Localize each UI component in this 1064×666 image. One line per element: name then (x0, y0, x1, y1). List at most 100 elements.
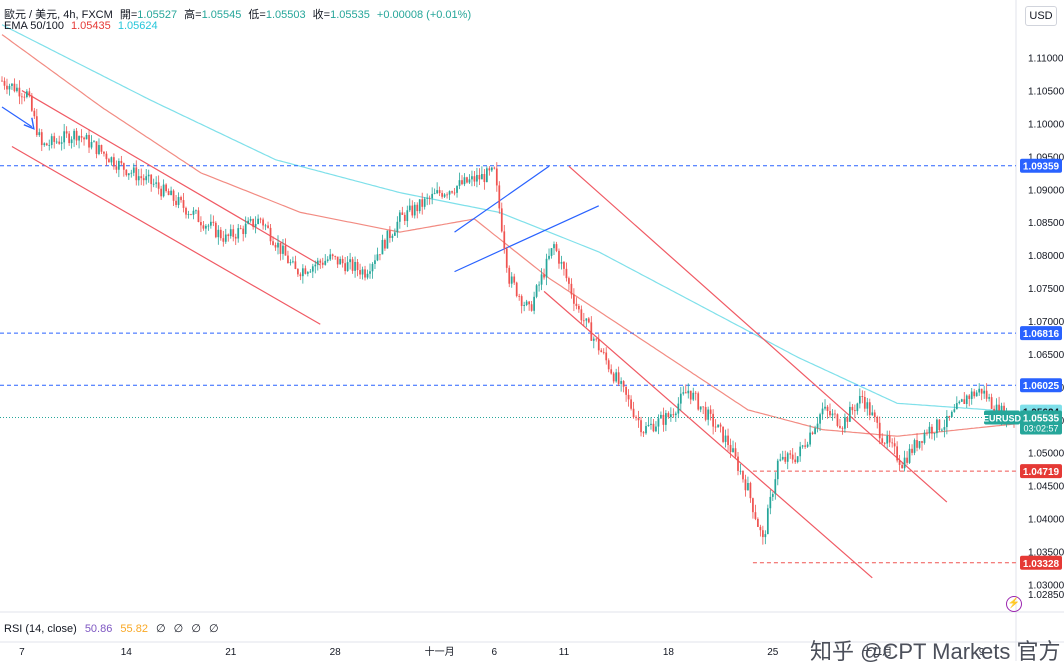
candle-body (122, 163, 125, 170)
candle-body (931, 426, 933, 434)
candle-body (346, 262, 349, 272)
candle-body (446, 194, 448, 196)
candle-body (988, 397, 991, 399)
candle-body (570, 283, 573, 295)
trendline[interactable] (454, 205, 600, 273)
trendline[interactable] (454, 165, 550, 233)
candle-body (175, 200, 177, 205)
candle-body (232, 229, 235, 237)
candle-body (622, 381, 625, 387)
candle-body (391, 235, 394, 238)
candle-body (224, 234, 227, 242)
candle-body (759, 526, 762, 531)
level-tag-text: 1.03328 (1023, 559, 1060, 570)
currency-button[interactable]: USD (1025, 6, 1057, 26)
candle-body (587, 318, 590, 323)
candle-body (682, 392, 685, 394)
candle-body (406, 210, 409, 222)
time-axis[interactable]: 7 14 21 28 十一月 6 11 18 25 十二月 9 (19, 645, 985, 658)
candle-body (277, 242, 279, 248)
candle-body (105, 153, 108, 160)
candle-body (500, 208, 503, 232)
candle-body (555, 244, 558, 251)
candle-body (448, 191, 451, 195)
candle-body (605, 352, 608, 361)
candle-body (359, 270, 361, 275)
candle-body (642, 432, 645, 434)
candle-body (78, 136, 80, 141)
trendline[interactable] (11, 146, 321, 325)
ema-label[interactable]: EMA 50/100 (4, 20, 64, 32)
candle-body (214, 222, 217, 238)
rsi-label[interactable]: RSI (14, close) (4, 623, 77, 635)
symbol-tag (984, 410, 1020, 425)
candle-body (573, 294, 575, 304)
candle-body (120, 160, 123, 164)
candle-body (83, 137, 85, 140)
candle-body (590, 322, 593, 341)
candle-body (58, 141, 61, 144)
candle-body (379, 254, 381, 256)
candle-body (819, 414, 821, 424)
candle-body (990, 397, 993, 409)
candle-body (615, 372, 618, 382)
candle-body (165, 184, 167, 191)
candle-body (975, 392, 978, 397)
horizontal-levels (0, 165, 1016, 564)
trendline[interactable] (568, 165, 948, 503)
candle-body (625, 386, 627, 395)
candle-body (719, 424, 722, 427)
candle-body (374, 260, 376, 264)
candle-body (289, 262, 292, 264)
candlesticks (1, 76, 1015, 545)
rsi-extra-3: ∅ (191, 623, 201, 635)
candle-body (662, 414, 665, 425)
candle-body (55, 141, 58, 143)
trendline[interactable] (543, 290, 873, 579)
candle-body (729, 444, 732, 453)
candle-body (488, 168, 491, 171)
candle-body (85, 134, 88, 140)
candle-body (732, 448, 734, 453)
candle-body (677, 403, 680, 414)
candle-body (389, 230, 391, 238)
symbol-name[interactable]: 歐元 / 美元, 4h, FXCM (4, 9, 113, 21)
candle-body (985, 390, 988, 399)
candle-body (80, 136, 83, 138)
candle-body (918, 441, 921, 448)
candle-body (876, 417, 879, 423)
x-tick-label: 十二月 (862, 645, 892, 658)
candle-body (645, 426, 647, 434)
level-tag (1020, 158, 1062, 173)
candle-body (428, 197, 431, 199)
candle-body (229, 229, 232, 237)
candle-body (970, 391, 973, 399)
candle-body (242, 228, 245, 235)
candle-body (219, 229, 222, 239)
candle-body (259, 218, 262, 220)
level-tag-text: 1.06816 (1023, 329, 1060, 340)
candle-body (202, 225, 205, 229)
candle-body (816, 423, 819, 429)
candle-body (401, 212, 404, 215)
candle-body (926, 432, 928, 434)
candle-body (341, 258, 344, 264)
candle-body (881, 438, 884, 443)
candle-body (689, 390, 692, 400)
trendline[interactable] (1, 106, 33, 128)
candle-body (65, 131, 68, 134)
flash-icon[interactable]: ⚡ (1006, 596, 1022, 612)
candle-body (936, 419, 938, 434)
candle-body (443, 194, 446, 197)
high-label: 高=1.05545 (184, 9, 242, 21)
candle-body (958, 401, 961, 404)
y-tick-label: 1.10000 (1028, 119, 1064, 130)
candle-body (197, 210, 200, 223)
rsi-extra-1: ∅ (156, 623, 166, 635)
candle-body (433, 193, 436, 195)
candle-body (319, 260, 322, 263)
candle-body (403, 214, 406, 222)
candle-body (863, 397, 866, 409)
candle-body (727, 435, 729, 445)
